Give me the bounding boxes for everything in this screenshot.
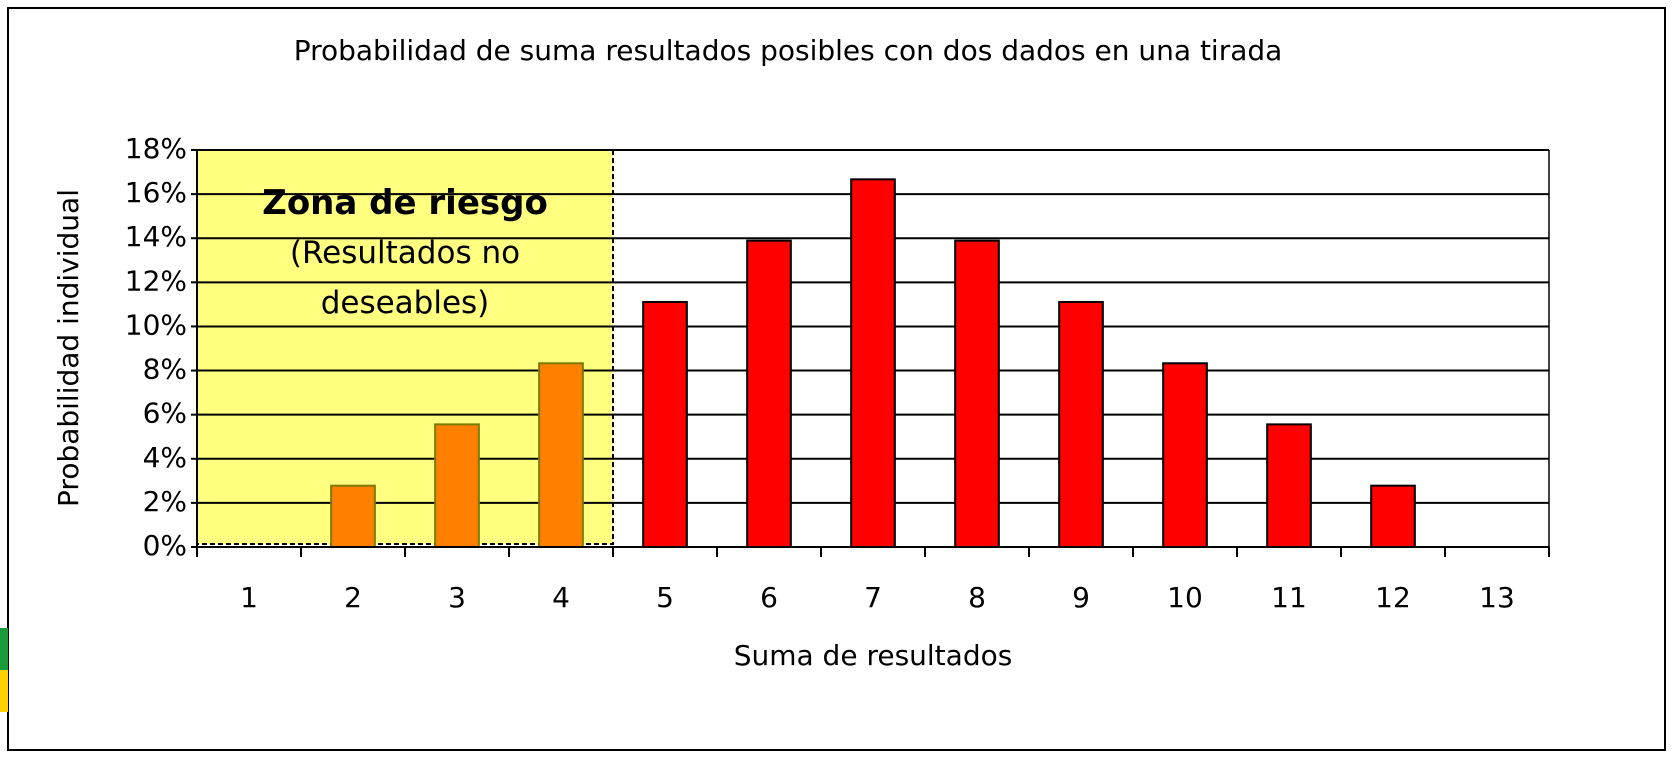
x-tick-label: 4 (552, 581, 570, 614)
y-tick-label: 16% (125, 176, 187, 209)
y-tick-label: 18% (125, 132, 187, 165)
bar (1058, 300, 1104, 548)
y-tick-label: 14% (125, 220, 187, 253)
x-tick-label: 5 (656, 581, 674, 614)
risk-text: (Resultados no deseables) (289, 235, 521, 321)
decor-strip (0, 628, 8, 670)
bar (1266, 423, 1312, 549)
y-axis-label: Probabilidad individual (52, 189, 85, 507)
bar (1162, 362, 1208, 548)
decor-strip (0, 670, 8, 712)
y-tick-label: 8% (143, 353, 187, 386)
x-tick-label: 3 (448, 581, 466, 614)
x-tick-label: 11 (1271, 581, 1307, 614)
x-tick-label: 12 (1375, 581, 1411, 614)
x-tick-label: 13 (1479, 581, 1515, 614)
x-axis-label: Suma de resultados (734, 639, 1013, 672)
x-tick-label: 10 (1167, 581, 1203, 614)
y-tick-label: 4% (143, 441, 187, 474)
risk-title: Zona de riesgo (262, 183, 548, 223)
bar (1370, 484, 1416, 548)
x-tick-label: 8 (968, 581, 986, 614)
x-tick-label: 9 (1072, 581, 1090, 614)
bar (746, 239, 792, 548)
bar (642, 300, 688, 548)
bar (434, 423, 480, 549)
y-tick-label: 6% (143, 397, 187, 430)
chart-title: Probabilidad de suma resultados posibles… (294, 34, 1283, 67)
risk-note-box: Zona de riesgo (Resultados no deseables) (237, 178, 573, 328)
x-tick-label: 6 (760, 581, 778, 614)
y-tick-label: 2% (143, 485, 187, 518)
bar (330, 484, 376, 548)
bar (954, 239, 1000, 548)
risk-note: Zona de riesgo (Resultados no deseables) (237, 178, 573, 328)
x-tick-label: 1 (240, 581, 258, 614)
y-tick-label: 10% (125, 308, 187, 341)
x-tick-label: 2 (344, 581, 362, 614)
bar (850, 178, 896, 548)
y-tick-label: 0% (143, 529, 187, 562)
bar (538, 362, 584, 548)
y-tick-label: 12% (125, 264, 187, 297)
x-tick-label: 7 (864, 581, 882, 614)
